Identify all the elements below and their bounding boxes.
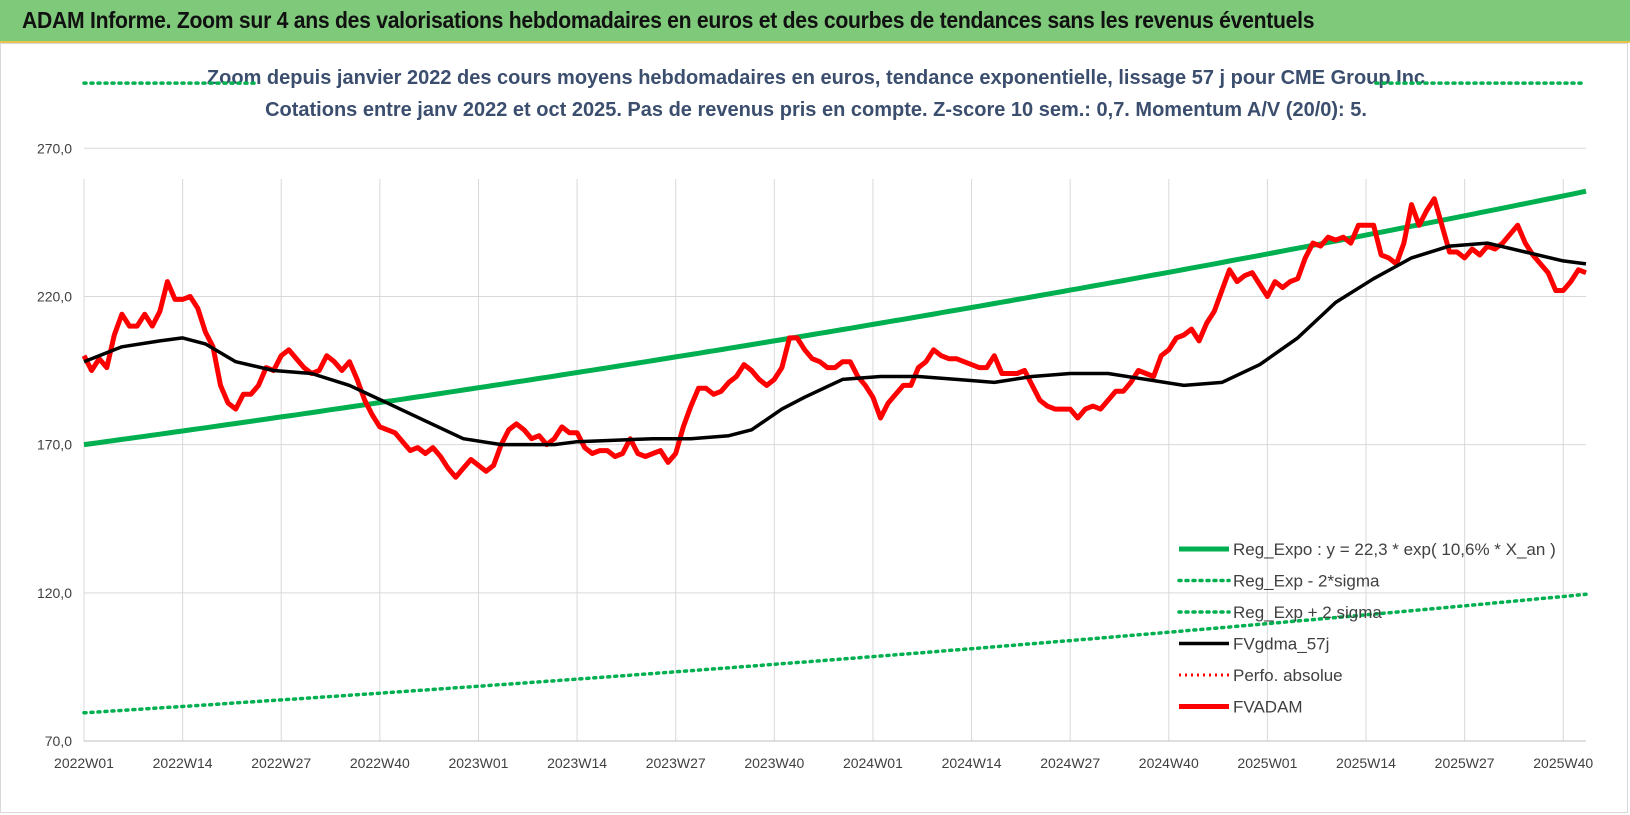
legend-label-fvgdma: FVgdma_57j bbox=[1233, 635, 1329, 654]
y-tick-label: 120,0 bbox=[37, 585, 72, 601]
series-line-reg_lower bbox=[82, 592, 1588, 715]
chart-svg: Zoom depuis janvier 2022 des cours moyen… bbox=[37, 67, 1593, 771]
series-line-fvgdma bbox=[83, 241, 1587, 447]
legend-label-perf: Perfo. absolue bbox=[1233, 666, 1343, 685]
x-tick-label: 2023W40 bbox=[744, 755, 804, 771]
series-line-reg_expo bbox=[83, 188, 1587, 448]
series-line-fvadam bbox=[81, 196, 1587, 480]
x-tick-label: 2025W40 bbox=[1533, 755, 1593, 771]
x-tick-label: 2025W27 bbox=[1435, 755, 1495, 771]
x-tick-label: 2024W40 bbox=[1139, 755, 1199, 771]
legend-label-reg_lower: Reg_Exp - 2*sigma bbox=[1233, 572, 1380, 591]
y-tick-label: 220,0 bbox=[37, 288, 72, 304]
x-tick-label: 2022W01 bbox=[54, 755, 114, 771]
gridlines bbox=[83, 147, 1586, 742]
y-tick-label: 270,0 bbox=[37, 140, 72, 156]
y-tick-label: 170,0 bbox=[37, 437, 72, 453]
x-tick-label: 2024W14 bbox=[942, 755, 1002, 771]
legend-label-reg_upper: Reg_Exp + 2 sigma bbox=[1233, 603, 1382, 622]
x-tick-label: 2025W01 bbox=[1237, 755, 1297, 771]
chart-frame: Zoom depuis janvier 2022 des cours moyen… bbox=[0, 43, 1628, 813]
x-tick-label: 2023W27 bbox=[646, 755, 706, 771]
axes: 70,0 120,0 170,0 220,0 270,0 2022W01 2022W14 20… bbox=[37, 140, 1593, 771]
x-tick-label: 2022W40 bbox=[350, 755, 410, 771]
x-tick-label: 2023W01 bbox=[448, 755, 508, 771]
x-tick-label: 2022W27 bbox=[251, 755, 311, 771]
x-tick-label: 2024W01 bbox=[843, 755, 903, 771]
legend: Reg_Expo : y = 22,3 * exp( 10,6% * X_an … bbox=[1177, 540, 1556, 717]
y-tick-label: 70,0 bbox=[45, 733, 72, 749]
x-tick-label: 2022W14 bbox=[153, 755, 213, 771]
x-tick-label: 2023W14 bbox=[547, 755, 607, 771]
x-tick-label: 2024W27 bbox=[1040, 755, 1100, 771]
x-tick-label: 2025W14 bbox=[1336, 755, 1396, 771]
title-banner: ADAM Informe. Zoom sur 4 ans des valoris… bbox=[0, 0, 1630, 43]
chart-subtitle-line2: Cotations entre janv 2022 et oct 2025. P… bbox=[265, 99, 1367, 121]
legend-label-fvadam: FVADAM bbox=[1233, 698, 1303, 717]
series-group bbox=[81, 81, 1588, 715]
chart-subtitle-line1: Zoom depuis janvier 2022 des cours moyen… bbox=[207, 67, 1425, 89]
legend-label-reg_expo: Reg_Expo : y = 22,3 * exp( 10,6% * X_an … bbox=[1233, 540, 1556, 559]
report-title: ADAM Informe. Zoom sur 4 ans des valoris… bbox=[22, 7, 1315, 33]
